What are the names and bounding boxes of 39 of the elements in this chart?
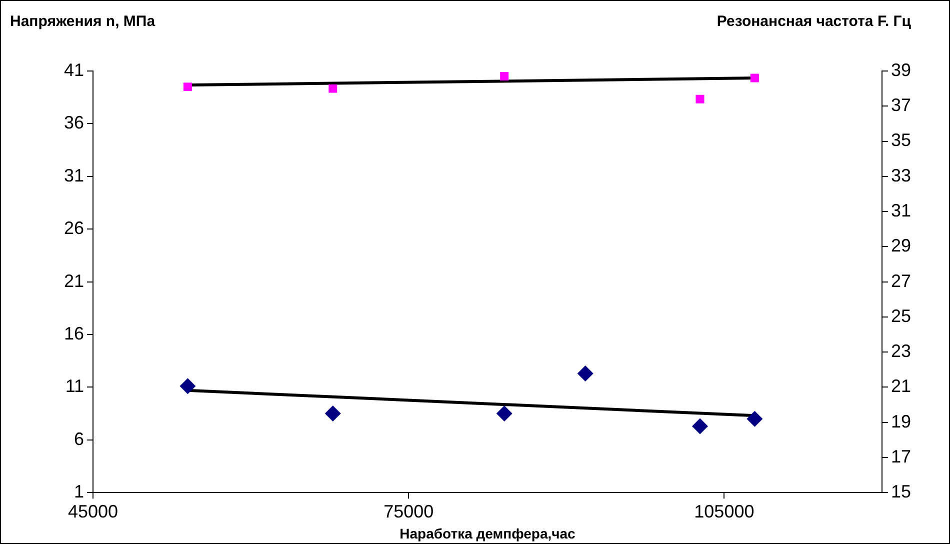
point bbox=[696, 94, 704, 104]
y2-axis-title: Резонансная частота F. Гц bbox=[716, 13, 911, 30]
y-tick-label: 21 bbox=[64, 270, 84, 291]
point bbox=[328, 84, 338, 93]
y-tick-label: 6 bbox=[74, 428, 84, 449]
x-tick-label: 75000 bbox=[384, 501, 434, 522]
y2-tick-label: 27 bbox=[890, 270, 912, 291]
y2-tick-label: 23 bbox=[890, 341, 912, 362]
y2-tick-label: 31 bbox=[890, 200, 912, 220]
y-tick-label: 1 bbox=[74, 482, 84, 502]
y2-tick-label: 39 bbox=[890, 60, 912, 80]
y-tick-label: 41 bbox=[64, 60, 84, 80]
y-tick-label: 16 bbox=[64, 323, 84, 344]
y2-tick-label: 35 bbox=[890, 130, 912, 150]
point bbox=[183, 82, 192, 92]
point bbox=[180, 378, 196, 394]
point bbox=[692, 418, 708, 434]
y2-tick-label: 19 bbox=[890, 411, 912, 432]
y-tick-label: 36 bbox=[64, 112, 84, 133]
point bbox=[324, 406, 341, 422]
y2-tick-label: 37 bbox=[890, 95, 912, 116]
y-axis-title: Напряжения n, МПа bbox=[10, 13, 156, 30]
point bbox=[750, 74, 759, 82]
point bbox=[496, 406, 512, 422]
y2-tick-label: 25 bbox=[890, 306, 912, 326]
x-tick-label: 45000 bbox=[68, 501, 118, 522]
y2-tick-label: 33 bbox=[890, 165, 912, 186]
point bbox=[746, 410, 763, 427]
x-axis-title: Наработка демпфера,час bbox=[400, 525, 576, 542]
y-tick-label: 31 bbox=[64, 165, 84, 186]
y-tick-label: 11 bbox=[65, 376, 84, 396]
y2-tick-label: 21 bbox=[890, 376, 912, 396]
y2-tick-label: 17 bbox=[890, 446, 912, 466]
y-tick-label: 26 bbox=[64, 218, 84, 238]
point bbox=[577, 366, 594, 382]
y2-tick-label: 15 bbox=[890, 482, 912, 502]
x-tick-label: 105000 bbox=[694, 501, 754, 522]
y2-tick-label: 29 bbox=[890, 236, 912, 256]
point bbox=[500, 72, 509, 81]
